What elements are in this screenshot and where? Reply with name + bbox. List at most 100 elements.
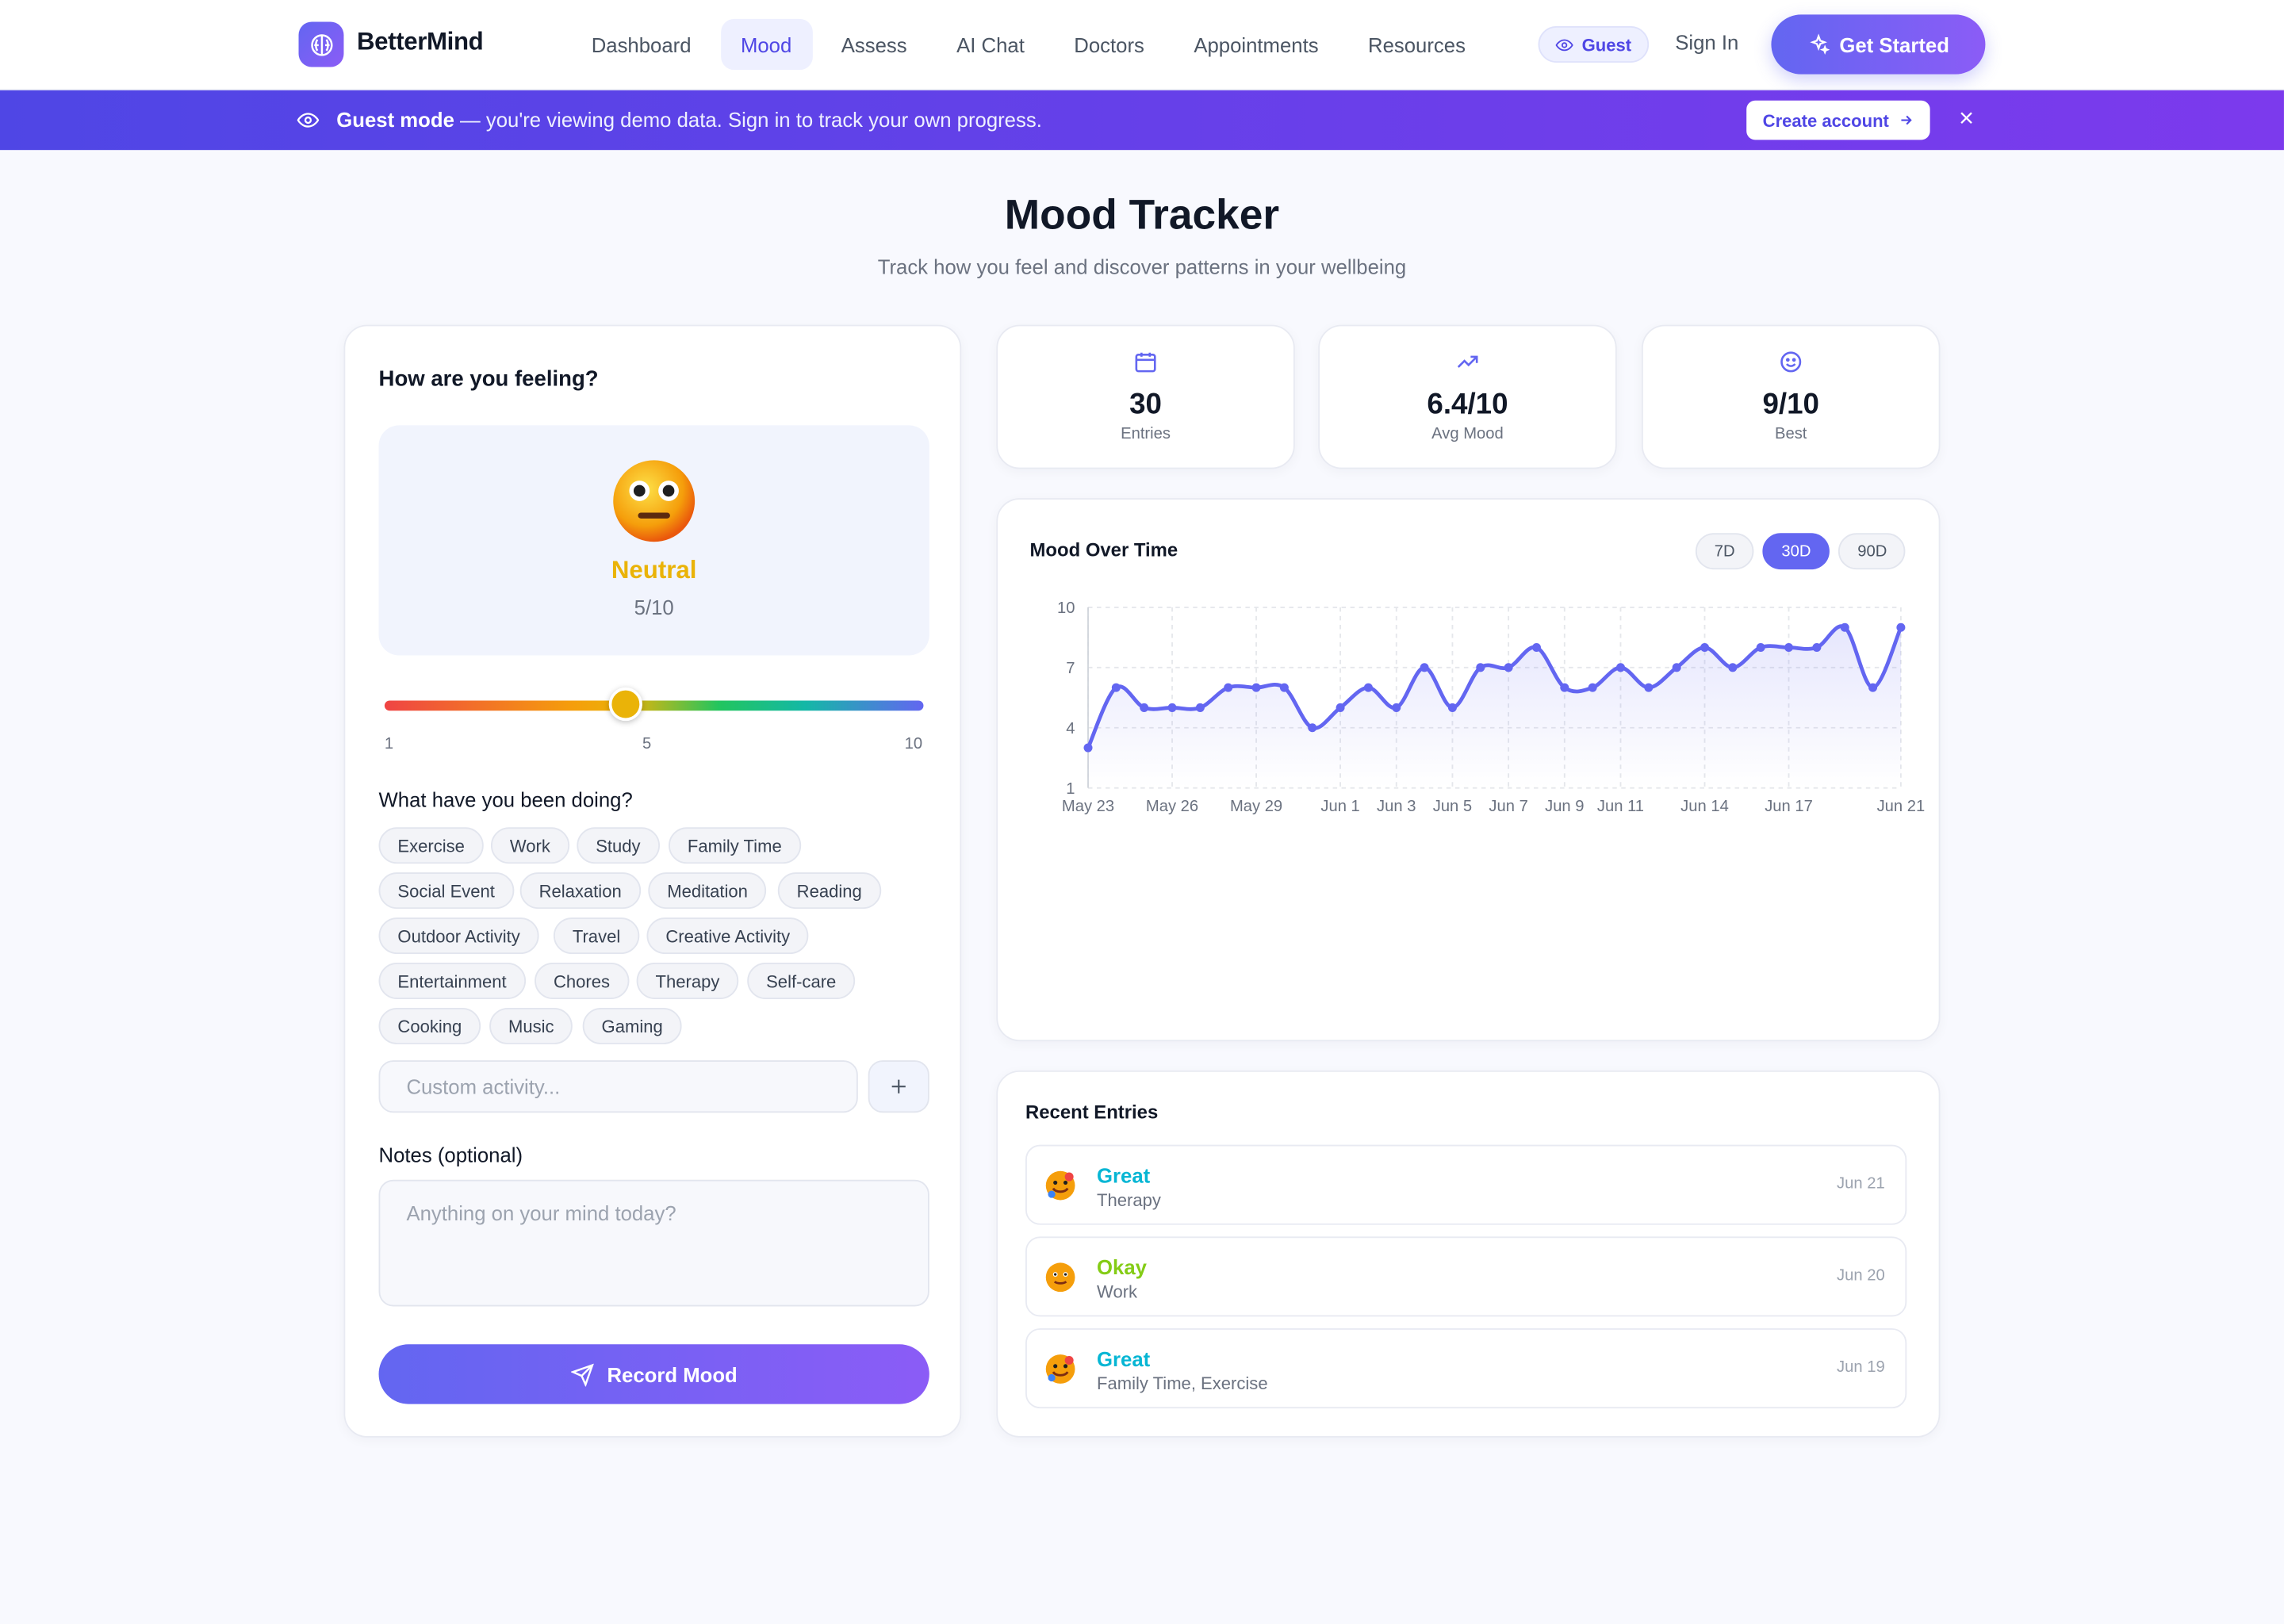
nav-link-ai-chat[interactable]: AI Chat <box>956 33 1025 56</box>
x-tick-label: Jun 7 <box>1489 798 1527 815</box>
activity-chip[interactable]: Gaming <box>582 1007 682 1044</box>
activity-chip[interactable]: Self-care <box>747 963 856 999</box>
stat-label: Entries <box>1121 425 1171 443</box>
x-tick-label: Jun 17 <box>1765 798 1813 815</box>
stat-label: Best <box>1774 425 1807 443</box>
entry-date: Jun 21 <box>1837 1175 1885 1193</box>
activity-chip[interactable]: Social Event <box>378 872 514 910</box>
add-activity-button[interactable] <box>868 1060 929 1113</box>
mood-point <box>1279 683 1289 692</box>
recent-entries-card: Recent Entries Great Therapy Jun 21 Okay… <box>996 1070 1941 1438</box>
arrow-right-icon <box>1901 115 1912 125</box>
mood-score: 5/10 <box>634 596 674 619</box>
activity-chip[interactable]: Therapy <box>636 963 739 999</box>
mood-entry-card: How are you feeling? Neutral 5/10 1 5 10… <box>343 324 962 1438</box>
recent-entry[interactable]: Okay Work Jun 20 <box>1025 1236 1907 1317</box>
activity-chip[interactable]: Music <box>489 1007 573 1044</box>
activity-chip[interactable]: Family Time <box>669 827 801 864</box>
mood-slider-track[interactable] <box>384 700 924 711</box>
activity-chip[interactable]: Travel <box>553 917 640 955</box>
y-tick-label: 10 <box>1057 599 1075 617</box>
mood-point <box>1251 683 1261 692</box>
close-icon[interactable] <box>1956 108 1977 136</box>
mood-point <box>1896 622 1906 632</box>
mood-point <box>1840 622 1849 632</box>
stat-card-best: 9/10 Best <box>1641 324 1941 469</box>
recent-entry[interactable]: Great Therapy Jun 21 <box>1025 1144 1907 1225</box>
mood-point <box>1615 663 1625 672</box>
great-face-icon <box>1044 1170 1076 1201</box>
mood-point <box>1083 743 1093 753</box>
stat-card-entries: 30 Entries <box>996 324 1295 469</box>
nav-link-assess[interactable]: Assess <box>841 33 907 56</box>
record-mood-label: Record Mood <box>607 1362 738 1386</box>
entry-mood-label: Okay <box>1097 1255 1147 1279</box>
mood-point <box>1336 703 1345 712</box>
x-tick-label: May 26 <box>1146 798 1198 815</box>
mood-point <box>1504 663 1513 672</box>
chart-title: Mood Over Time <box>1029 538 1178 561</box>
activity-chip[interactable]: Exercise <box>378 827 484 864</box>
entry-activities: Family Time, Exercise <box>1097 1373 1268 1394</box>
nav-link-appointments[interactable]: Appointments <box>1194 33 1319 56</box>
mood-label: Neutral <box>611 556 697 584</box>
mood-slider-thumb[interactable] <box>608 687 642 722</box>
x-tick-label: Jun 1 <box>1320 798 1359 815</box>
y-tick-label: 4 <box>1066 720 1075 737</box>
banner-message: Guest mode — you're viewing demo data. S… <box>336 108 1042 131</box>
activity-chip[interactable]: Entertainment <box>378 963 526 999</box>
page-subtitle: Track how you feel and discover patterns… <box>877 255 1407 278</box>
activity-chip[interactable]: Outdoor Activity <box>378 917 539 955</box>
activity-chip[interactable]: Study <box>577 827 660 864</box>
mood-point <box>1756 643 1765 653</box>
notes-textarea[interactable]: Anything on your mind today? <box>378 1179 929 1307</box>
mood-point <box>1111 683 1121 692</box>
send-icon <box>570 1362 594 1386</box>
mood-point <box>1560 683 1569 692</box>
range-90d-button[interactable]: 90D <box>1838 533 1907 570</box>
mood-point <box>1812 643 1822 653</box>
activity-chip[interactable]: Meditation <box>648 872 767 910</box>
entry-date: Jun 19 <box>1837 1358 1885 1377</box>
sign-in-link[interactable]: Sign In <box>1675 30 1739 54</box>
recent-entry[interactable]: Great Family Time, Exercise Jun 19 <box>1025 1328 1907 1409</box>
get-started-label: Get Started <box>1839 33 1949 56</box>
range-7d-button[interactable]: 7D <box>1695 533 1754 570</box>
great-face-icon <box>1044 1353 1076 1385</box>
activity-chip[interactable]: Relaxation <box>519 872 641 910</box>
brand-name[interactable]: BetterMind <box>356 27 484 56</box>
page-title: Mood Tracker <box>1004 192 1280 239</box>
activity-chip[interactable]: Reading <box>777 872 881 910</box>
banner-bold: Guest mode <box>336 107 454 132</box>
mood-point <box>1728 663 1738 672</box>
nav-link-dashboard[interactable]: Dashboard <box>591 33 692 56</box>
stat-label: Avg Mood <box>1431 425 1504 443</box>
nav-link-mood[interactable]: Mood <box>720 18 813 71</box>
activity-chip[interactable]: Creative Activity <box>646 917 810 955</box>
record-mood-button[interactable]: Record Mood <box>378 1344 929 1404</box>
activity-chip[interactable]: Chores <box>535 963 629 999</box>
x-tick-label: Jun 11 <box>1597 798 1644 815</box>
eye-icon <box>1555 38 1573 51</box>
smile-icon <box>1643 350 1939 374</box>
mood-chart-card: 10 7 4 1 May 23 May 26 May 29 Jun 1 Jun 3 Jun 5 Ju… <box>996 498 1941 1042</box>
range-30d-button[interactable]: 30D <box>1762 533 1830 570</box>
activity-chip[interactable]: Work <box>490 827 569 864</box>
brain-logo-icon[interactable] <box>298 21 344 67</box>
nav-link-resources[interactable]: Resources <box>1368 33 1466 56</box>
sparkles-icon <box>1809 33 1830 55</box>
guest-mode-banner: Guest mode — you're viewing demo data. S… <box>0 90 2284 151</box>
activity-chip[interactable]: Cooking <box>378 1007 481 1044</box>
okay-face-icon <box>1044 1262 1076 1293</box>
mood-preview: Neutral 5/10 <box>378 425 929 656</box>
get-started-button[interactable]: Get Started <box>1771 14 1986 75</box>
slider-min-label: 1 <box>384 735 394 753</box>
entry-activities: Therapy <box>1097 1189 1161 1211</box>
create-account-button[interactable]: Create account <box>1746 100 1930 140</box>
nav-link-doctors[interactable]: Doctors <box>1074 33 1144 56</box>
custom-activity-input[interactable]: Custom activity... <box>378 1060 858 1113</box>
mood-point <box>1672 663 1681 672</box>
entry-mood-label: Great <box>1097 1163 1151 1187</box>
calendar-icon <box>998 350 1293 374</box>
guest-badge: Guest <box>1538 26 1650 63</box>
